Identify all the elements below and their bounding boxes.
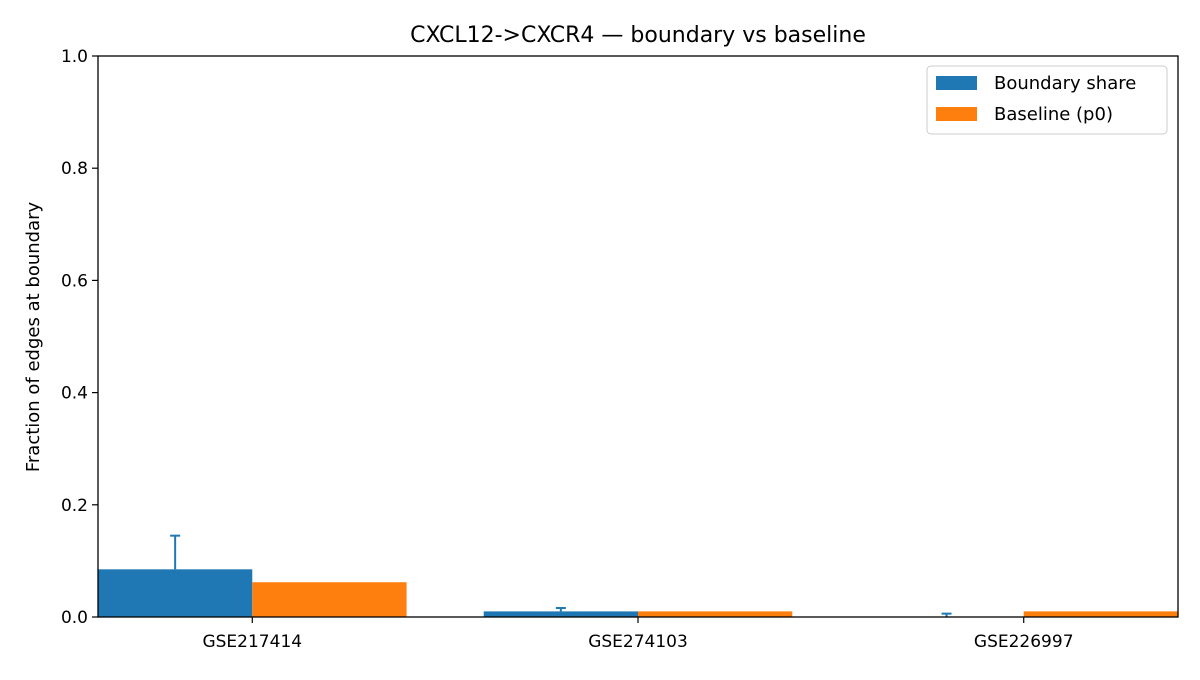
bar-boundary-1	[483, 611, 638, 617]
legend-label-0: Boundary share	[994, 73, 1136, 94]
legend: Boundary share Baseline (p0)	[926, 65, 1168, 135]
x-tick-label-2: GSE226997	[974, 632, 1074, 652]
bar-baseline-1	[638, 611, 793, 617]
plot-frame	[97, 55, 1179, 618]
legend-box	[926, 65, 1168, 135]
legend-swatch-0	[936, 76, 977, 90]
bar-boundary-0	[98, 569, 253, 617]
plot-area	[98, 534, 1178, 617]
bar-baseline-2	[1023, 611, 1178, 617]
y-axis-label: Fraction of edges at boundary	[23, 202, 44, 473]
legend-label-1: Baseline (p0)	[994, 104, 1113, 125]
axis-ticks: 0.0 0.2 0.4 0.6 0.8 1.0 GSE217414 GSE274103 GSE2…	[61, 47, 1074, 652]
x-tick-label-0: GSE217414	[202, 632, 302, 652]
bar-baseline-0	[252, 582, 407, 617]
legend-swatch-1	[936, 107, 977, 121]
chart-title: CXCL12->CXCR4 — boundary vs baseline	[410, 23, 866, 48]
y-tick-label-5: 1.0	[61, 47, 88, 67]
y-tick-label-3: 0.6	[61, 271, 88, 291]
y-tick-label-4: 0.8	[61, 159, 88, 179]
y-tick-label-0: 0.0	[61, 608, 88, 628]
x-tick-label-1: GSE274103	[588, 632, 688, 652]
y-tick-label-2: 0.4	[61, 384, 88, 404]
y-tick-label-1: 0.2	[61, 496, 88, 516]
